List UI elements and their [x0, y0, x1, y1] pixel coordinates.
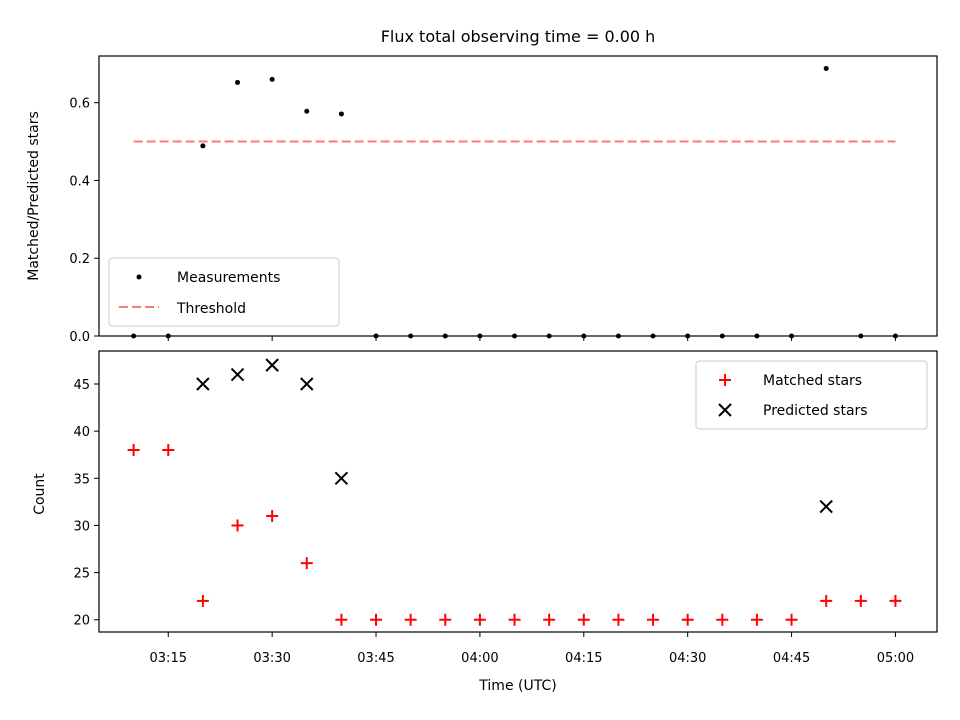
- measurement-point: [165, 333, 171, 339]
- matched-star-point: [889, 594, 902, 607]
- top-y-tick-label: 0.4: [69, 174, 90, 189]
- matched-star-point: [127, 444, 140, 457]
- matched-star-point: [300, 557, 313, 570]
- measurement-point: [754, 333, 760, 339]
- measurement-point: [823, 65, 829, 71]
- bottom-y-tick-label: 35: [73, 472, 90, 487]
- measurement-point: [789, 333, 795, 339]
- matched-star-point: [266, 510, 279, 523]
- matched-star-point: [162, 444, 175, 457]
- measurement-point: [408, 333, 414, 339]
- x-axis-label: Time (UTC): [478, 678, 556, 694]
- top-y-axis-label: Matched/Predicted stars: [26, 111, 42, 281]
- legend-threshold-label: Threshold: [176, 301, 246, 317]
- legend-measurements-marker: [136, 274, 142, 280]
- bottom-y-tick-label: 25: [73, 567, 90, 582]
- matched-star-point: [681, 613, 694, 626]
- legend-measurements-label: Measurements: [177, 270, 280, 286]
- bottom-y-tick-label: 20: [73, 614, 90, 629]
- matched-star-point: [854, 594, 867, 607]
- measurement-point: [546, 333, 552, 339]
- x-tick-label: 04:00: [461, 651, 498, 666]
- top-legend: Measurements Threshold: [108, 257, 340, 327]
- top-panel: 0.0 0.2 0.4 0.6: [69, 55, 938, 345]
- x-tick-label: 03:45: [357, 651, 394, 666]
- x-tick-label: 05:00: [877, 651, 914, 666]
- bottom-axes-frame: [98, 350, 938, 633]
- measurement-point: [269, 76, 275, 82]
- chart-title: Flux total observing time = 0.00 h: [381, 27, 656, 46]
- predicted-star-point: [196, 377, 210, 391]
- measurement-point: [304, 108, 310, 114]
- bottom-y-tick-label: 30: [73, 519, 90, 534]
- matched-star-point: [785, 613, 798, 626]
- matched-star-point: [404, 613, 417, 626]
- predicted-star-point: [265, 358, 279, 372]
- bottom-y-tick-label: 40: [73, 425, 90, 440]
- matched-star-point: [508, 613, 521, 626]
- predicted-star-point: [300, 377, 314, 391]
- x-tick-label: 04:30: [669, 651, 706, 666]
- matched-star-point: [543, 613, 556, 626]
- matched-star-point: [750, 613, 763, 626]
- top-y-tick-label: 0.6: [69, 97, 90, 112]
- matched-star-point: [196, 594, 209, 607]
- top-legend-box: [108, 257, 340, 327]
- measurement-point: [892, 333, 898, 339]
- matched-star-point: [612, 613, 625, 626]
- measurement-point: [858, 333, 864, 339]
- legend-predicted-label: Predicted stars: [763, 403, 868, 419]
- matched-star-point: [439, 613, 452, 626]
- x-tick-label: 04:45: [773, 651, 810, 666]
- measurement-point: [650, 333, 656, 339]
- matched-star-point: [716, 613, 729, 626]
- bottom-legend-box: [695, 360, 928, 430]
- measurement-point: [512, 333, 518, 339]
- measurement-point: [719, 333, 725, 339]
- x-tick-label: 03:15: [150, 651, 187, 666]
- legend-matched-marker: [719, 374, 731, 386]
- legend-predicted-marker: [718, 403, 732, 417]
- measurement-point: [235, 79, 241, 85]
- matched-star-point: [335, 613, 348, 626]
- measurement-point: [131, 333, 137, 339]
- bottom-legend: Matched stars Predicted stars: [695, 360, 928, 430]
- measurement-point: [477, 333, 483, 339]
- measurement-point: [615, 333, 621, 339]
- measurement-point: [338, 111, 344, 117]
- bottom-y-axis-label: Count: [32, 473, 48, 515]
- measurement-point: [200, 143, 206, 149]
- measurement-point: [581, 333, 587, 339]
- matched-star-point: [647, 613, 660, 626]
- top-y-tick-label: 0.2: [69, 252, 90, 267]
- measurement-point: [373, 333, 379, 339]
- x-tick-label: 04:15: [565, 651, 602, 666]
- bottom-y-tick-label: 45: [73, 378, 90, 393]
- top-axes-frame: [98, 55, 938, 337]
- bottom-panel: 20 25 30 35 40 45 03:15 03:30 03:45 04:00 04:15 04:…: [73, 350, 938, 666]
- matched-star-point: [820, 594, 833, 607]
- legend-matched-label: Matched stars: [763, 373, 862, 389]
- matched-star-point: [231, 519, 244, 532]
- x-tick-label: 03:30: [253, 651, 290, 666]
- matched-star-point: [370, 613, 383, 626]
- measurement-point: [442, 333, 448, 339]
- matched-star-point: [577, 613, 590, 626]
- top-y-tick-label: 0.0: [69, 330, 90, 345]
- matched-star-point: [473, 613, 486, 626]
- predicted-star-point: [230, 367, 245, 382]
- measurement-point: [685, 333, 691, 339]
- predicted-star-point: [334, 471, 349, 486]
- predicted-star-point: [819, 499, 833, 514]
